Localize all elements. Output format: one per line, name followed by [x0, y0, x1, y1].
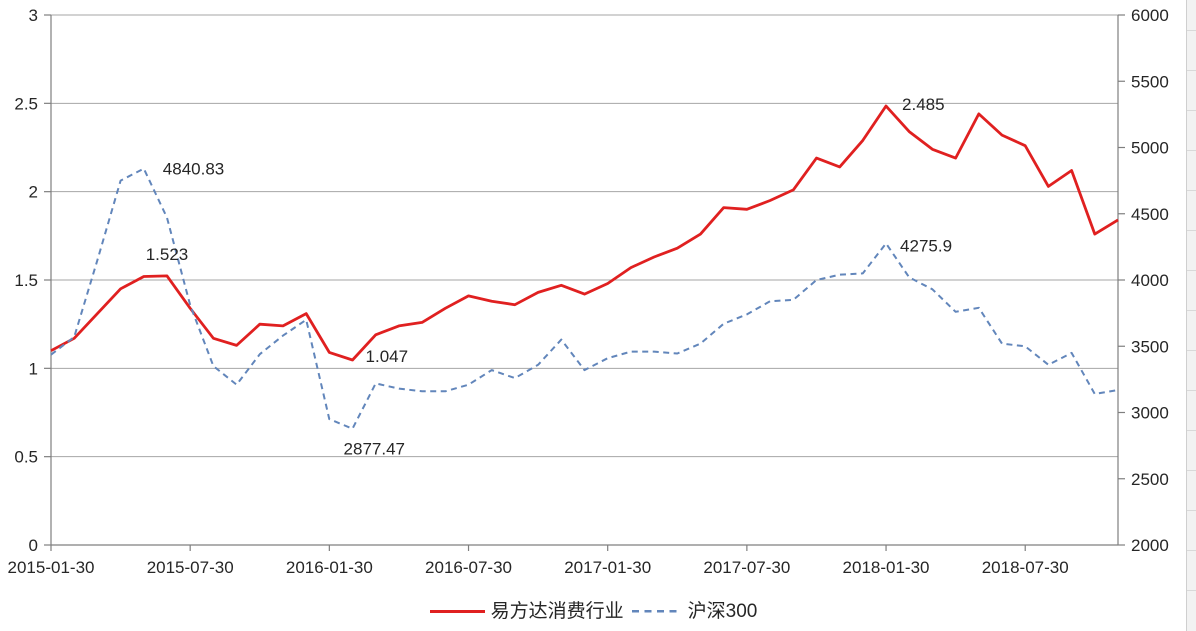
x-axis-label: 2018-01-30	[843, 558, 930, 577]
series-line-fund[interactable]	[50, 104, 1119, 362]
y-axis-label-left: 1.5	[14, 271, 38, 290]
data-label: 2877.47	[344, 440, 405, 459]
legend-item-csi300[interactable]: 沪深300	[631, 600, 758, 622]
y-axis-label-right: 6000	[1131, 6, 1169, 25]
x-axis-label: 2018-07-30	[982, 558, 1069, 577]
y-axis-label-right: 2000	[1131, 536, 1169, 555]
y-axis-label-right: 4000	[1131, 271, 1169, 290]
x-axis-label: 2016-07-30	[425, 558, 512, 577]
worksheet-edge-strip	[1186, 0, 1196, 631]
y-axis-label-right: 2500	[1131, 470, 1169, 489]
legend-item-fund[interactable]: 易方达消费行业	[429, 600, 624, 622]
data-label: 1.047	[366, 347, 409, 366]
y-axis-label-left: 2.5	[14, 94, 38, 113]
y-axis-label-right: 3500	[1131, 337, 1169, 356]
data-label: 1.523	[146, 245, 189, 264]
x-axis-label: 2016-01-30	[286, 558, 373, 577]
legend[interactable]: 易方达消费行业 沪深300	[0, 596, 1187, 626]
legend-label-csi300: 沪深300	[687, 600, 758, 622]
data-label: 4840.83	[163, 160, 224, 179]
x-axis-label: 2015-07-30	[147, 558, 234, 577]
csi300-line-sample-icon	[631, 609, 682, 613]
series-line-csi300[interactable]	[50, 167, 1119, 430]
y-axis-label-left: 2	[29, 183, 38, 202]
y-axis-label-right: 4500	[1131, 205, 1169, 224]
data-label: 2.485	[902, 95, 945, 114]
x-axis-label: 2017-01-30	[564, 558, 651, 577]
x-axis-label: 2017-07-30	[703, 558, 790, 577]
x-axis-label: 2015-01-30	[8, 558, 95, 577]
fund-line-sample-icon	[429, 609, 485, 613]
data-label: 4275.9	[900, 236, 952, 255]
y-axis-label-right: 5500	[1131, 72, 1169, 91]
y-axis-label-left: 1	[29, 359, 38, 378]
y-axis-label-left: 3	[29, 6, 38, 25]
y-axis-label-left: 0.5	[14, 448, 38, 467]
y-axis-label-right: 3000	[1131, 404, 1169, 423]
legend-label-fund: 易方达消费行业	[490, 600, 624, 622]
y-axis-label-left: 0	[29, 536, 38, 555]
y-axis-label-right: 5000	[1131, 139, 1169, 158]
